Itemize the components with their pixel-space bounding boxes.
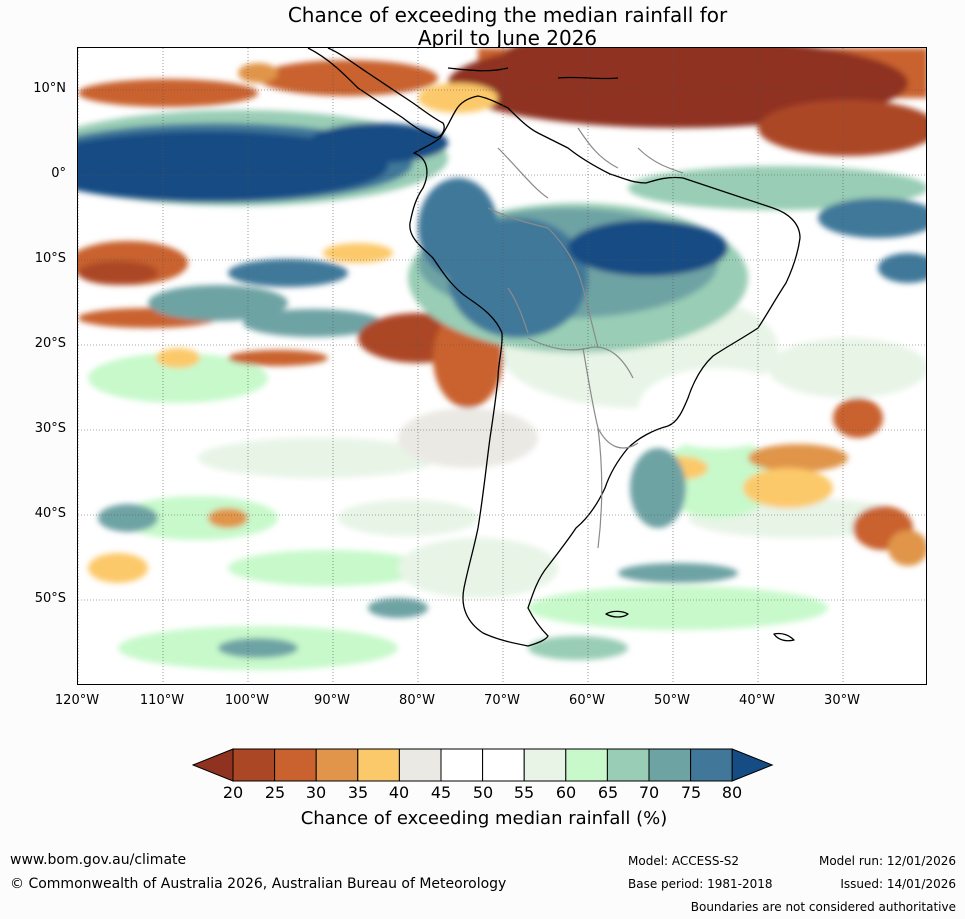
title-line-2: April to June 2026	[417, 26, 598, 50]
colorbar-tick: 45	[430, 783, 452, 802]
colorbar-tick: 60	[555, 783, 577, 802]
lon-label-110w: 110°W	[139, 693, 185, 708]
footer-base-period: Base period: 1981-2018	[628, 877, 773, 891]
footer-copyright: © Commonwealth of Australia 2026, Austra…	[10, 876, 507, 892]
footer-issued: Issued: 14/01/2026	[840, 877, 956, 891]
colorbar-tick: 70	[638, 783, 660, 802]
footer-url[interactable]: www.bom.gov.au/climate	[10, 852, 187, 868]
colorbar-segment	[315, 748, 359, 782]
lat-label-20s: 20°S	[34, 336, 66, 351]
title-line-1: Chance of exceeding the median rainfall …	[287, 3, 728, 27]
colorbar-tick: 30	[305, 783, 327, 802]
lon-label-80w: 80°W	[399, 693, 435, 708]
colorbar-segment	[274, 748, 317, 782]
footer-disclaimer: Boundaries are not considered authoritat…	[690, 900, 956, 914]
lon-label-100w: 100°W	[224, 693, 270, 708]
lat-label-50s: 50°S	[34, 591, 66, 606]
chart-title: Chance of exceeding the median rainfall …	[0, 4, 965, 50]
colorbar-label: Chance of exceeding median rainfall (%)	[300, 808, 668, 829]
colorbar-tick: 55	[513, 783, 535, 802]
colorbar-svg	[191, 748, 774, 782]
colorbar-arrow-low	[191, 748, 234, 782]
colorbar-tick: 65	[597, 783, 619, 802]
colorbar-segment	[232, 748, 276, 782]
colorbar-tick: 20	[222, 783, 244, 802]
lon-label-70w: 70°W	[484, 693, 520, 708]
lon-label-30w: 30°W	[824, 693, 860, 708]
colorbar-segment	[606, 748, 650, 782]
colorbar-segment	[482, 748, 525, 782]
lat-label-10n: 10°N	[33, 81, 66, 96]
lat-label-0: 0°	[51, 166, 66, 181]
probability-fields	[78, 48, 926, 670]
colorbar-tick: 35	[347, 783, 369, 802]
colorbar-segment	[690, 748, 733, 782]
lat-label-30s: 30°S	[34, 421, 66, 436]
lat-label-10s: 10°S	[34, 251, 66, 266]
colorbar-tick: 50	[472, 783, 494, 802]
colorbar	[191, 748, 774, 782]
colorbar-tick: 40	[388, 783, 410, 802]
footer-model-run: Model run: 12/01/2026	[818, 854, 956, 868]
lon-label-90w: 90°W	[314, 693, 350, 708]
map-svg	[78, 48, 926, 684]
colorbar-segment	[398, 748, 442, 782]
lon-label-60w: 60°W	[569, 693, 605, 708]
colorbar-segment	[648, 748, 692, 782]
colorbar-segment	[523, 748, 567, 782]
rainfall-map	[77, 47, 927, 685]
footer-model: Model: ACCESS-S2	[628, 854, 740, 868]
lon-label-50w: 50°W	[654, 693, 690, 708]
colorbar-segment	[440, 748, 484, 782]
colorbar-segment	[565, 748, 608, 782]
colorbar-segment	[357, 748, 400, 782]
lon-label-120w: 120°W	[54, 693, 100, 708]
colorbar-tick: 25	[264, 783, 286, 802]
colorbar-arrow-high	[731, 748, 774, 782]
lat-label-40s: 40°S	[34, 506, 66, 521]
coastlines	[307, 48, 801, 647]
colorbar-tick: 75	[680, 783, 702, 802]
lon-label-40w: 40°W	[739, 693, 775, 708]
country-borders	[487, 127, 684, 549]
colorbar-tick: 80	[721, 783, 743, 802]
graticule	[78, 48, 926, 684]
